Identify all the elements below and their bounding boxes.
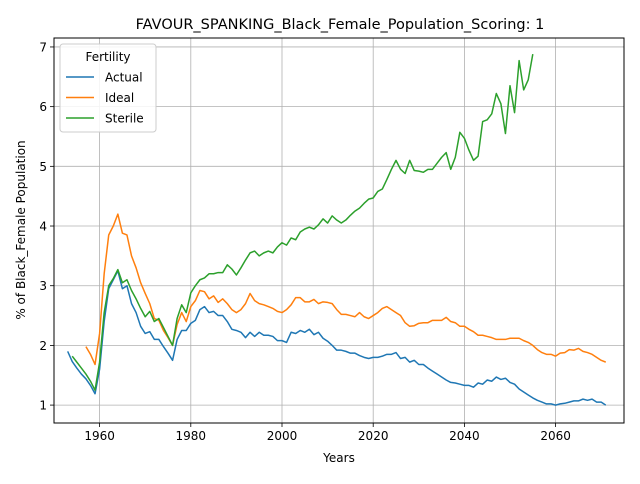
legend-items: Actual Ideal Sterile — [66, 71, 144, 126]
legend-label-ideal: Ideal — [105, 91, 134, 105]
legend: Fertility Actual Ideal Sterile — [59, 43, 157, 133]
legend-title: Fertility — [85, 50, 130, 64]
series-line-sterile — [71, 53, 534, 391]
y-tick-label: 1 — [39, 399, 47, 413]
x-axis-label: Years — [322, 451, 355, 465]
y-tick-label: 2 — [39, 339, 47, 353]
legend-label-actual: Actual — [105, 71, 143, 85]
chart-title: FAVOUR_SPANKING_Black_Female_Population_… — [136, 17, 545, 33]
y-tick-label: 4 — [39, 220, 47, 234]
x-tick-label: 1980 — [176, 429, 207, 443]
x-tick-label: 2000 — [267, 429, 298, 443]
x-tick-label: 2020 — [358, 429, 389, 443]
y-tick-label: 7 — [39, 40, 47, 54]
plot-frame — [53, 37, 625, 424]
y-tick-label: 6 — [39, 100, 47, 114]
x-tick-label: 2040 — [449, 429, 480, 443]
legend-label-sterile: Sterile — [105, 112, 144, 126]
grid — [54, 38, 624, 423]
series-line-actual — [66, 270, 607, 406]
y-tick-label: 3 — [39, 279, 47, 293]
ticks: 1960 1980 2000 2020 2040 2060 1 2 3 4 5 6 7 — [39, 40, 571, 443]
y-tick-label: 5 — [39, 160, 47, 174]
x-tick-label: 2060 — [540, 429, 571, 443]
legend-box — [59, 43, 157, 133]
y-axis-label: % of Black_Female Population — [14, 140, 28, 319]
plot-lines — [66, 53, 607, 406]
x-tick-label: 1960 — [84, 429, 115, 443]
